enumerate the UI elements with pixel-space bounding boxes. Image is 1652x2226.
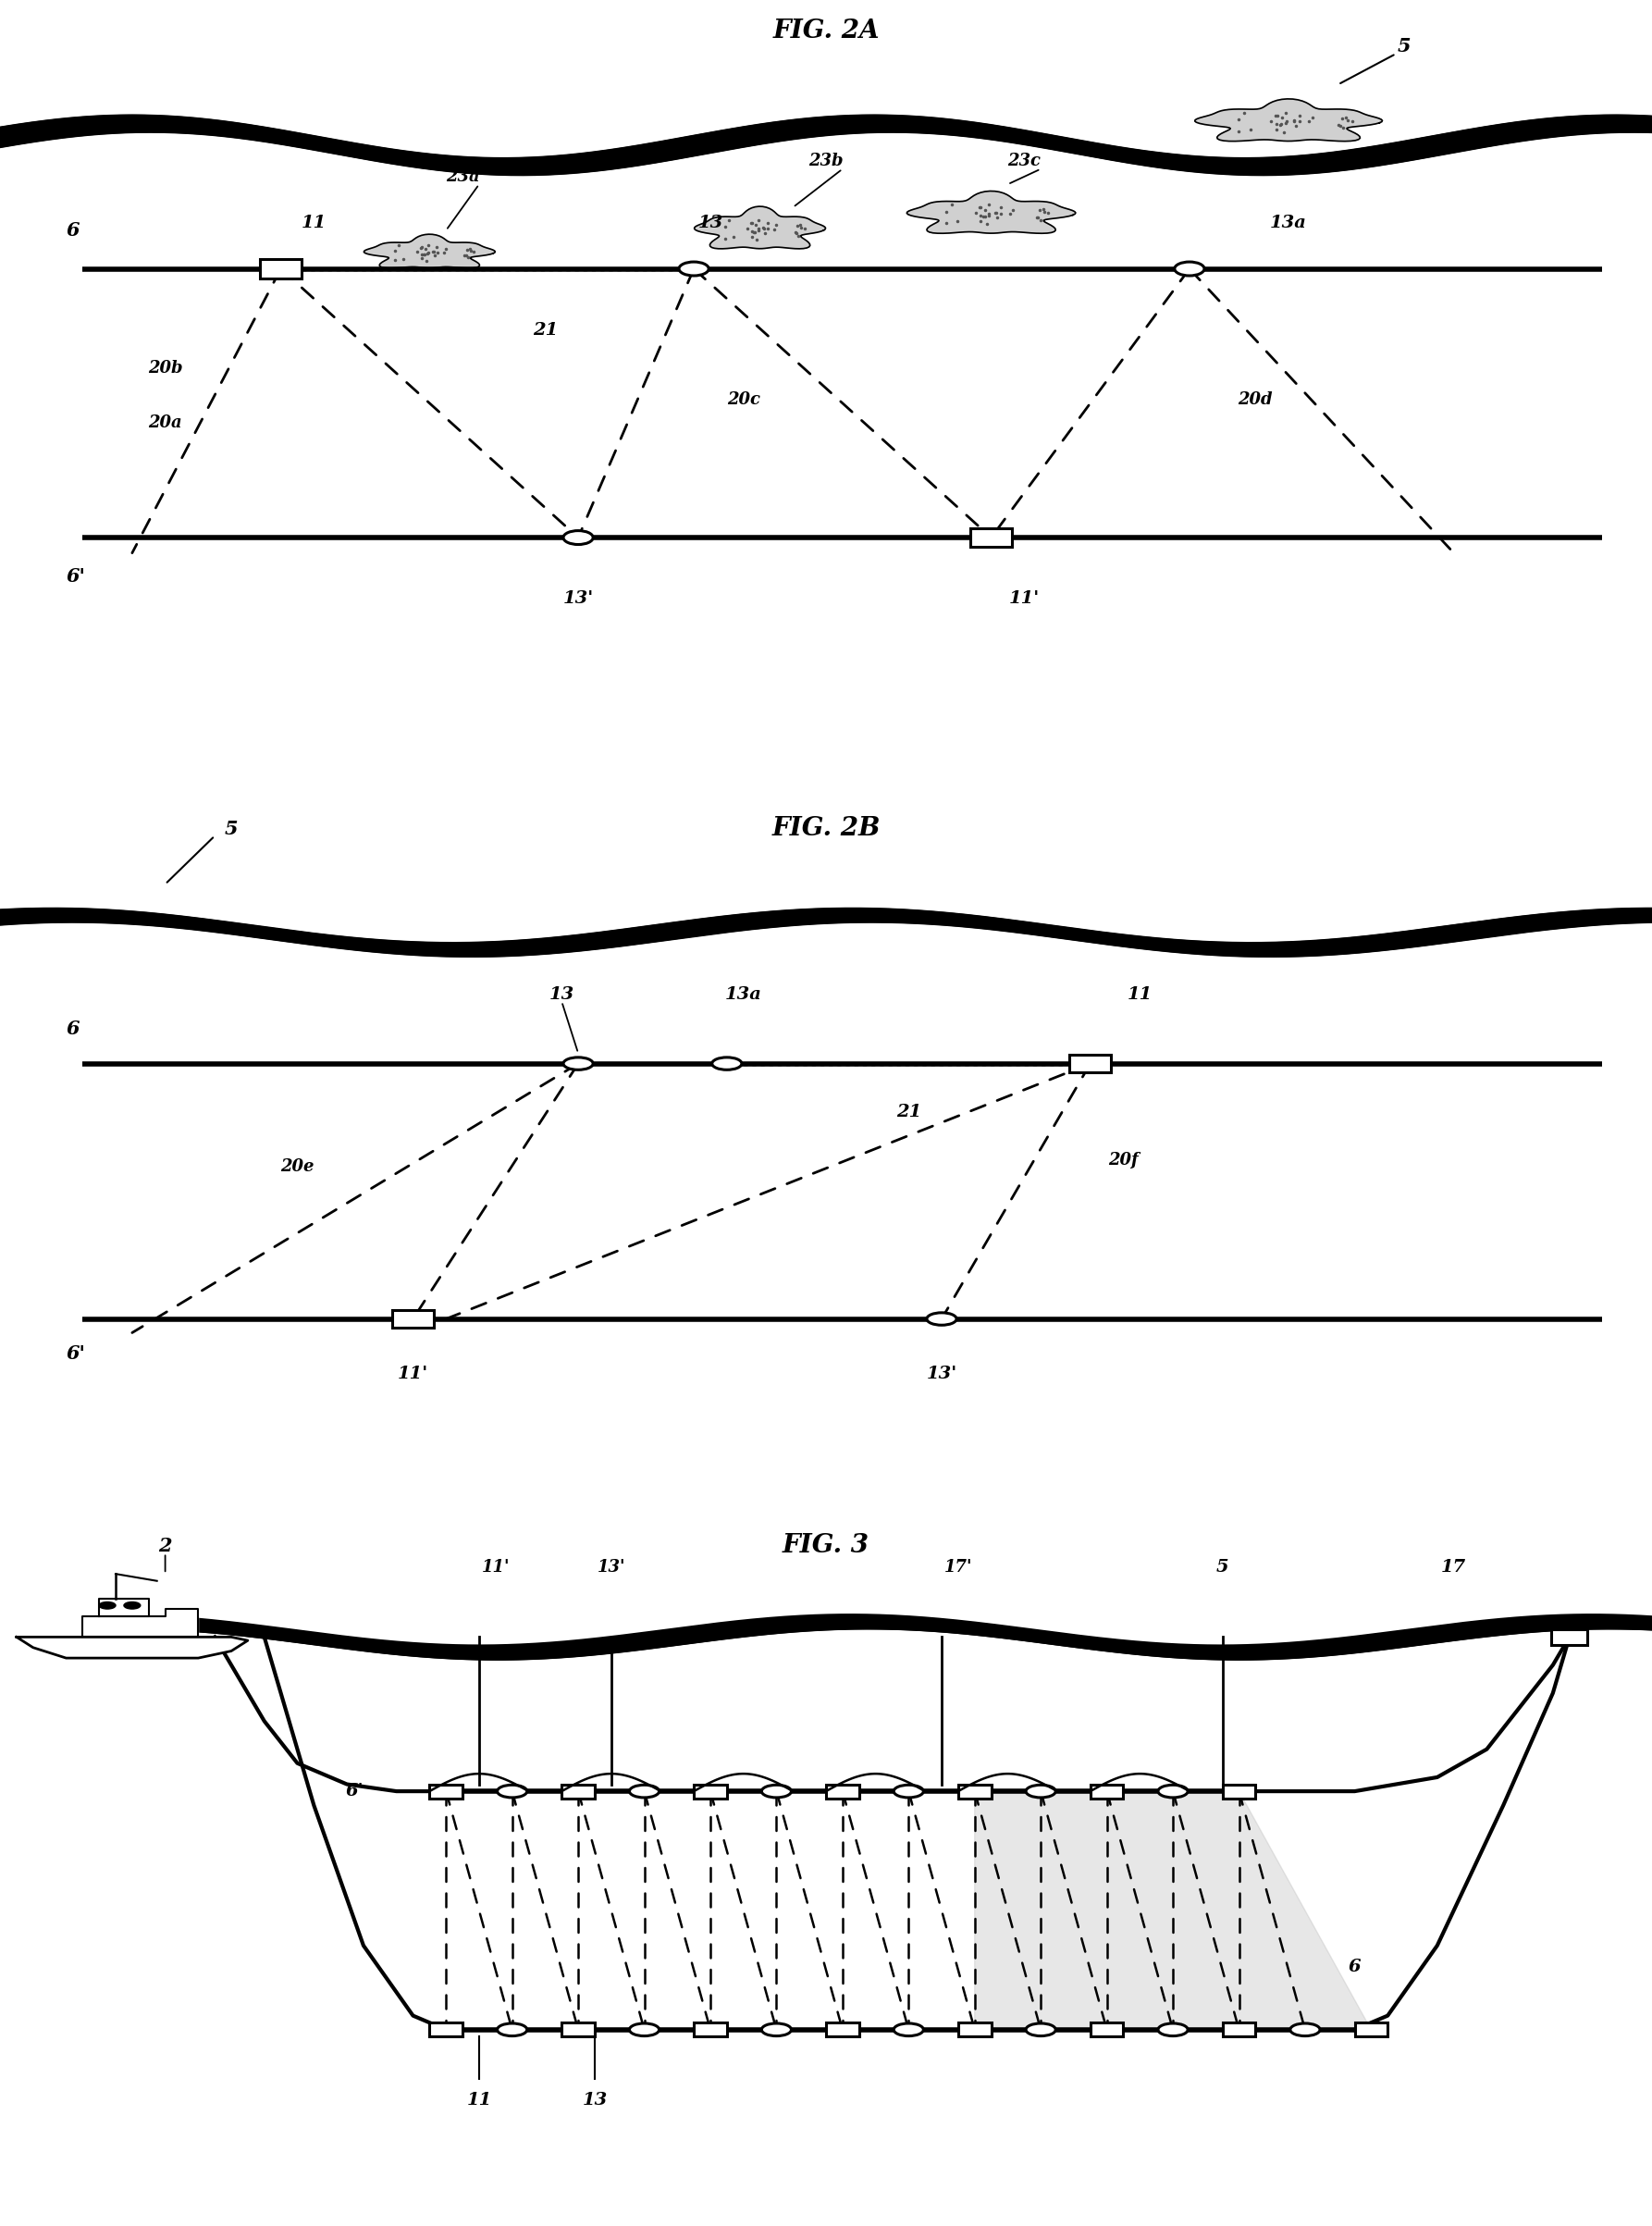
Text: 20c: 20c — [727, 392, 760, 407]
Text: 21: 21 — [532, 323, 558, 338]
Text: 13: 13 — [548, 986, 575, 1004]
Text: 11: 11 — [466, 2092, 492, 2108]
Text: 6': 6' — [66, 1345, 86, 1362]
Circle shape — [497, 1785, 527, 1799]
Bar — [970, 528, 1011, 548]
Bar — [393, 1311, 433, 1327]
Bar — [958, 2023, 991, 2037]
Text: FIG. 2B: FIG. 2B — [771, 817, 881, 841]
Bar — [430, 2023, 463, 2037]
Bar — [826, 1785, 859, 1799]
Polygon shape — [363, 234, 496, 267]
Circle shape — [762, 2023, 791, 2037]
Text: 6: 6 — [1348, 1959, 1361, 1974]
Circle shape — [629, 2023, 659, 2037]
Polygon shape — [99, 1598, 149, 1616]
Circle shape — [762, 1785, 791, 1799]
Bar — [261, 258, 301, 278]
Circle shape — [894, 1785, 923, 1799]
Text: 23a: 23a — [446, 169, 479, 185]
Text: FIG. 3: FIG. 3 — [783, 1534, 869, 1558]
Text: 13: 13 — [697, 214, 724, 232]
Circle shape — [1026, 2023, 1056, 2037]
Circle shape — [1158, 1785, 1188, 1799]
Text: 21: 21 — [895, 1104, 922, 1120]
Circle shape — [1290, 2023, 1320, 2037]
Circle shape — [629, 1785, 659, 1799]
Polygon shape — [975, 1792, 1371, 2030]
Text: 5: 5 — [1216, 1558, 1229, 1576]
Text: 6: 6 — [66, 1020, 79, 1037]
Circle shape — [1175, 263, 1204, 276]
Polygon shape — [1194, 98, 1383, 140]
Text: 11: 11 — [1127, 986, 1153, 1004]
Bar — [1090, 1785, 1123, 1799]
Bar — [694, 2023, 727, 2037]
Circle shape — [894, 2023, 923, 2037]
Text: 13': 13' — [596, 1558, 626, 1576]
Text: 13': 13' — [927, 1367, 957, 1382]
Text: 17: 17 — [1441, 1558, 1467, 1576]
Bar — [1090, 2023, 1123, 2037]
Text: 20d: 20d — [1237, 392, 1274, 407]
Text: 11': 11' — [1009, 590, 1039, 608]
Polygon shape — [694, 207, 826, 249]
Text: 13: 13 — [582, 2092, 608, 2108]
Bar — [1551, 1629, 1588, 1645]
Bar — [562, 2023, 595, 2037]
Circle shape — [1158, 2023, 1188, 2037]
Bar — [694, 1785, 727, 1799]
Text: 20a: 20a — [149, 414, 182, 430]
Text: 11': 11' — [481, 1558, 510, 1576]
Text: 5: 5 — [1398, 38, 1411, 56]
Text: 11: 11 — [301, 214, 327, 232]
Text: FIG. 2A: FIG. 2A — [773, 18, 879, 42]
Bar — [1355, 2023, 1388, 2037]
Polygon shape — [907, 191, 1075, 234]
Circle shape — [1026, 1785, 1056, 1799]
Circle shape — [927, 1313, 957, 1324]
Text: 20b: 20b — [147, 361, 183, 376]
Circle shape — [124, 1603, 140, 1609]
Bar — [826, 2023, 859, 2037]
Text: 6': 6' — [345, 1783, 363, 1799]
Bar — [1070, 1055, 1110, 1073]
Text: 13': 13' — [563, 590, 593, 608]
Text: 20f: 20f — [1108, 1151, 1138, 1169]
Text: 13a: 13a — [1270, 214, 1307, 232]
Bar — [958, 1785, 991, 1799]
Text: 17': 17' — [943, 1558, 973, 1576]
Circle shape — [679, 263, 709, 276]
Bar — [1222, 1785, 1256, 1799]
Circle shape — [497, 2023, 527, 2037]
Circle shape — [712, 1057, 742, 1071]
Bar — [1222, 2023, 1256, 2037]
Polygon shape — [17, 1636, 248, 1658]
Circle shape — [563, 1057, 593, 1071]
Circle shape — [99, 1603, 116, 1609]
Polygon shape — [83, 1609, 198, 1636]
Text: 13a: 13a — [725, 986, 762, 1004]
Text: 20e: 20e — [281, 1160, 314, 1175]
Text: 23c: 23c — [1008, 154, 1041, 169]
Text: 6': 6' — [66, 568, 86, 585]
Text: 11': 11' — [398, 1367, 428, 1382]
Circle shape — [563, 530, 593, 545]
Bar — [430, 1785, 463, 1799]
Bar — [562, 1785, 595, 1799]
Text: 6: 6 — [66, 220, 79, 240]
Text: 5: 5 — [225, 819, 238, 839]
Text: 2: 2 — [159, 1536, 172, 1556]
Text: 23b: 23b — [808, 154, 844, 169]
